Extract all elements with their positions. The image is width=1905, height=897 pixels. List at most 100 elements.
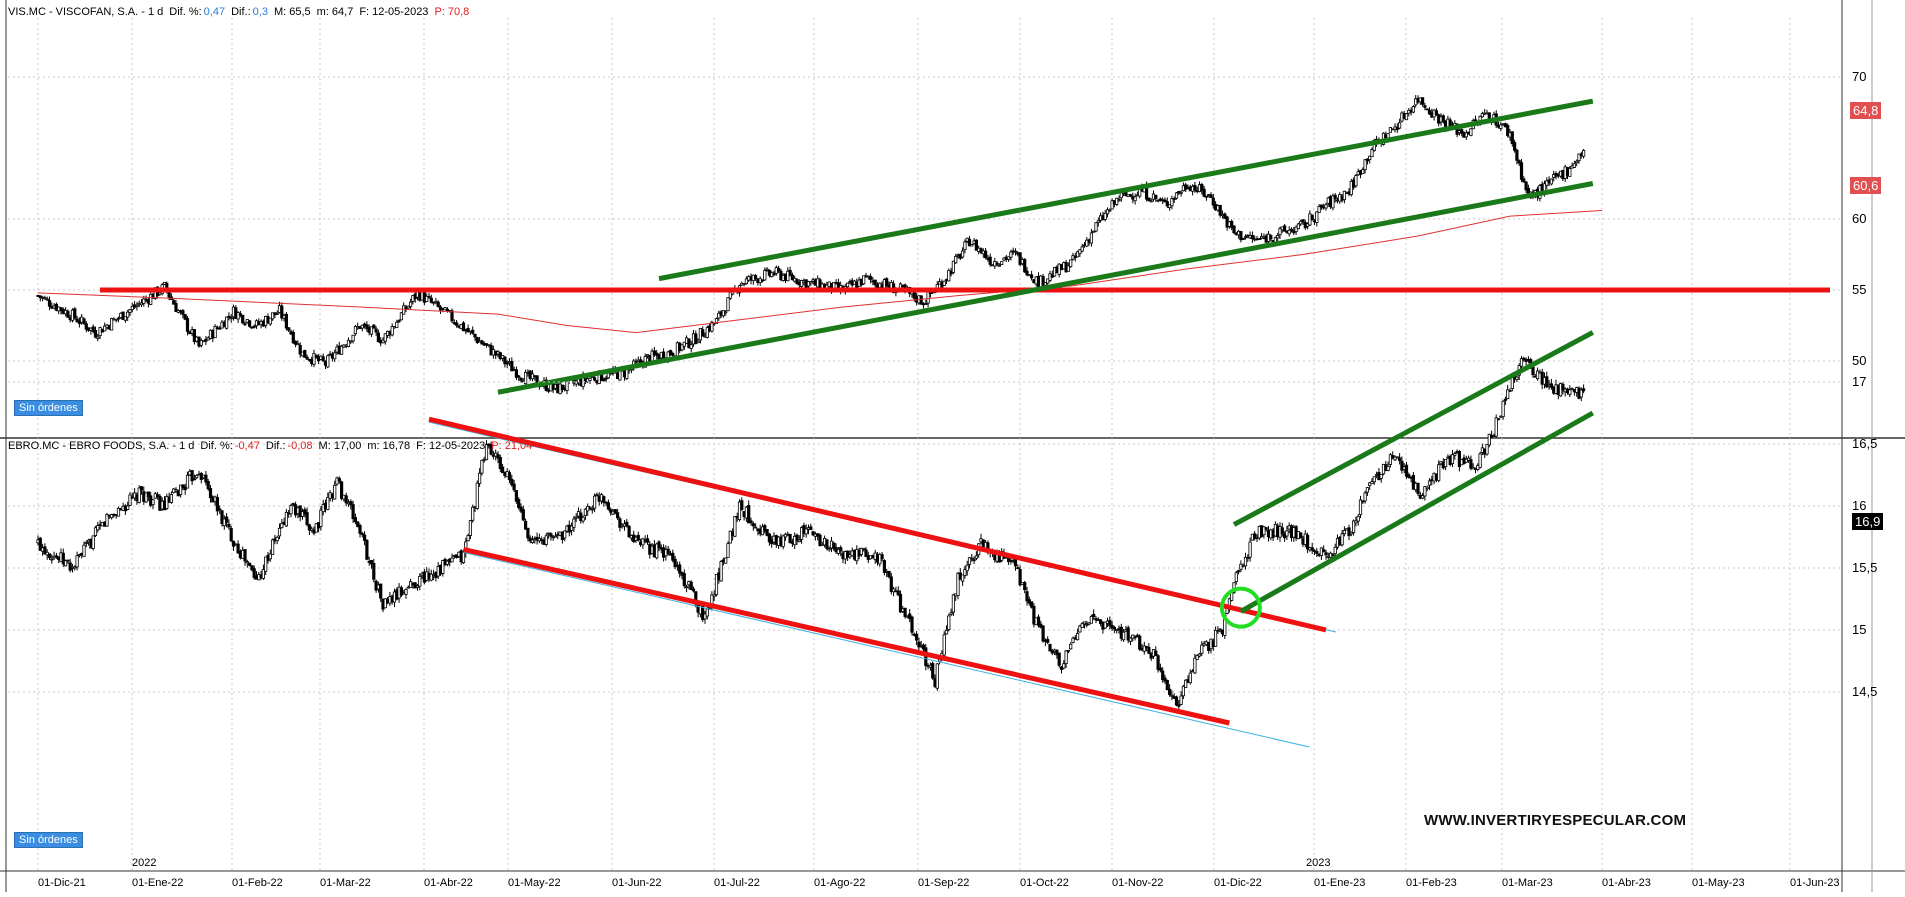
candle-body <box>1306 534 1310 550</box>
candle-body <box>742 283 746 286</box>
candle-body <box>972 559 976 562</box>
candle-body <box>291 331 295 344</box>
candle-body <box>1324 204 1328 209</box>
candle-body <box>1582 150 1586 157</box>
candle-body <box>995 262 999 265</box>
candle-body <box>510 478 514 486</box>
candle-body <box>954 255 958 264</box>
candle-body <box>1342 190 1346 201</box>
candle-body <box>1349 180 1353 196</box>
candle-body <box>429 297 433 303</box>
candle-body <box>151 499 155 505</box>
candle-body <box>66 310 70 318</box>
candle-body <box>710 321 714 332</box>
candle-body <box>418 576 422 587</box>
candle-body <box>687 338 691 349</box>
x-tick-label: 01-Dic-22 <box>1214 877 1262 889</box>
year-label: 2023 <box>1306 857 1330 869</box>
candle-body <box>289 505 293 515</box>
x-tick-label: 01-Feb-22 <box>232 877 283 889</box>
candle-body <box>763 270 767 281</box>
candle-body <box>264 556 268 572</box>
candle-body <box>588 507 592 510</box>
candle-body <box>507 472 512 481</box>
candle-body <box>38 537 42 551</box>
candle-body <box>505 362 509 365</box>
bottom-symbol: EBRO.MC - EBRO FOODS, S.A. - 1 d <box>8 440 195 452</box>
x-tick-label: 01-Oct-22 <box>1020 877 1069 889</box>
candle-body <box>1057 652 1061 666</box>
candle-body <box>1513 142 1517 151</box>
candle-body <box>43 546 47 555</box>
candle-body <box>1080 246 1084 252</box>
candle-body <box>312 352 316 365</box>
candle-body <box>862 275 866 285</box>
candle-body <box>1117 199 1121 201</box>
candle-body <box>1250 234 1254 240</box>
candle-body <box>450 310 454 322</box>
top-panel-header: VIS.MC - VISCOFAN, S.A. - 1 d Dif. %: 0,47… <box>8 6 475 18</box>
candle-body <box>326 497 330 510</box>
candle-body <box>498 457 502 469</box>
candle-body <box>514 490 519 502</box>
candle-body <box>1568 389 1572 395</box>
candle-body <box>1170 694 1174 697</box>
candle-body <box>1071 637 1075 643</box>
year-label: 2022 <box>132 857 156 869</box>
candle-body <box>1485 444 1489 455</box>
candle-body <box>1404 113 1409 121</box>
candle-body <box>1184 184 1188 190</box>
candle-body <box>726 297 730 312</box>
candle-body <box>399 587 404 596</box>
top-orders-badge[interactable]: Sin órdenes <box>14 400 83 416</box>
candle-body <box>862 547 866 550</box>
candle-body <box>121 311 125 320</box>
candle-body <box>1503 398 1507 401</box>
candle-body <box>760 279 765 282</box>
candle-body <box>243 323 247 326</box>
candle-body <box>1457 450 1461 467</box>
candle-body <box>305 512 309 526</box>
candle-body <box>1041 625 1045 642</box>
candle-body <box>1347 527 1351 537</box>
candle-body <box>1506 389 1510 399</box>
candle-body <box>1200 644 1204 654</box>
candle-body <box>1365 158 1369 162</box>
x-tick-label: 01-Feb-23 <box>1406 877 1457 889</box>
candle-body <box>337 477 341 482</box>
candle-body <box>268 553 272 560</box>
candle-body <box>602 379 606 381</box>
candle-body <box>351 504 355 520</box>
candle-body <box>1287 229 1291 235</box>
top-dif-label: Dif.: <box>231 6 251 18</box>
candle-body <box>1089 232 1093 244</box>
candle-body <box>524 371 528 385</box>
candle-body <box>1243 556 1248 567</box>
candle-body <box>1195 655 1199 660</box>
candle-body <box>1352 520 1356 533</box>
candle-body <box>280 305 284 319</box>
candle-body <box>1179 191 1183 194</box>
candle-body <box>402 305 406 315</box>
candle-body <box>942 280 946 286</box>
bottom-orders-badge[interactable]: Sin órdenes <box>14 832 83 848</box>
candle-body <box>1404 464 1409 477</box>
candle-body <box>519 506 523 512</box>
candle-body <box>443 307 447 311</box>
candle-body <box>544 535 548 545</box>
candle-body <box>236 312 240 320</box>
candle-body <box>84 323 88 330</box>
candle-body <box>1340 533 1344 546</box>
candle-body <box>174 489 178 492</box>
candle-body <box>880 554 884 560</box>
candle-body <box>800 279 804 287</box>
candle-body <box>1519 162 1524 180</box>
candle-body <box>500 466 505 474</box>
candle-body <box>984 250 988 259</box>
candle-body <box>887 570 891 577</box>
candle-body <box>390 326 394 336</box>
candle-body <box>655 543 659 559</box>
candle-body <box>694 333 698 345</box>
candle-body <box>383 598 387 609</box>
candle-body <box>1315 211 1319 223</box>
